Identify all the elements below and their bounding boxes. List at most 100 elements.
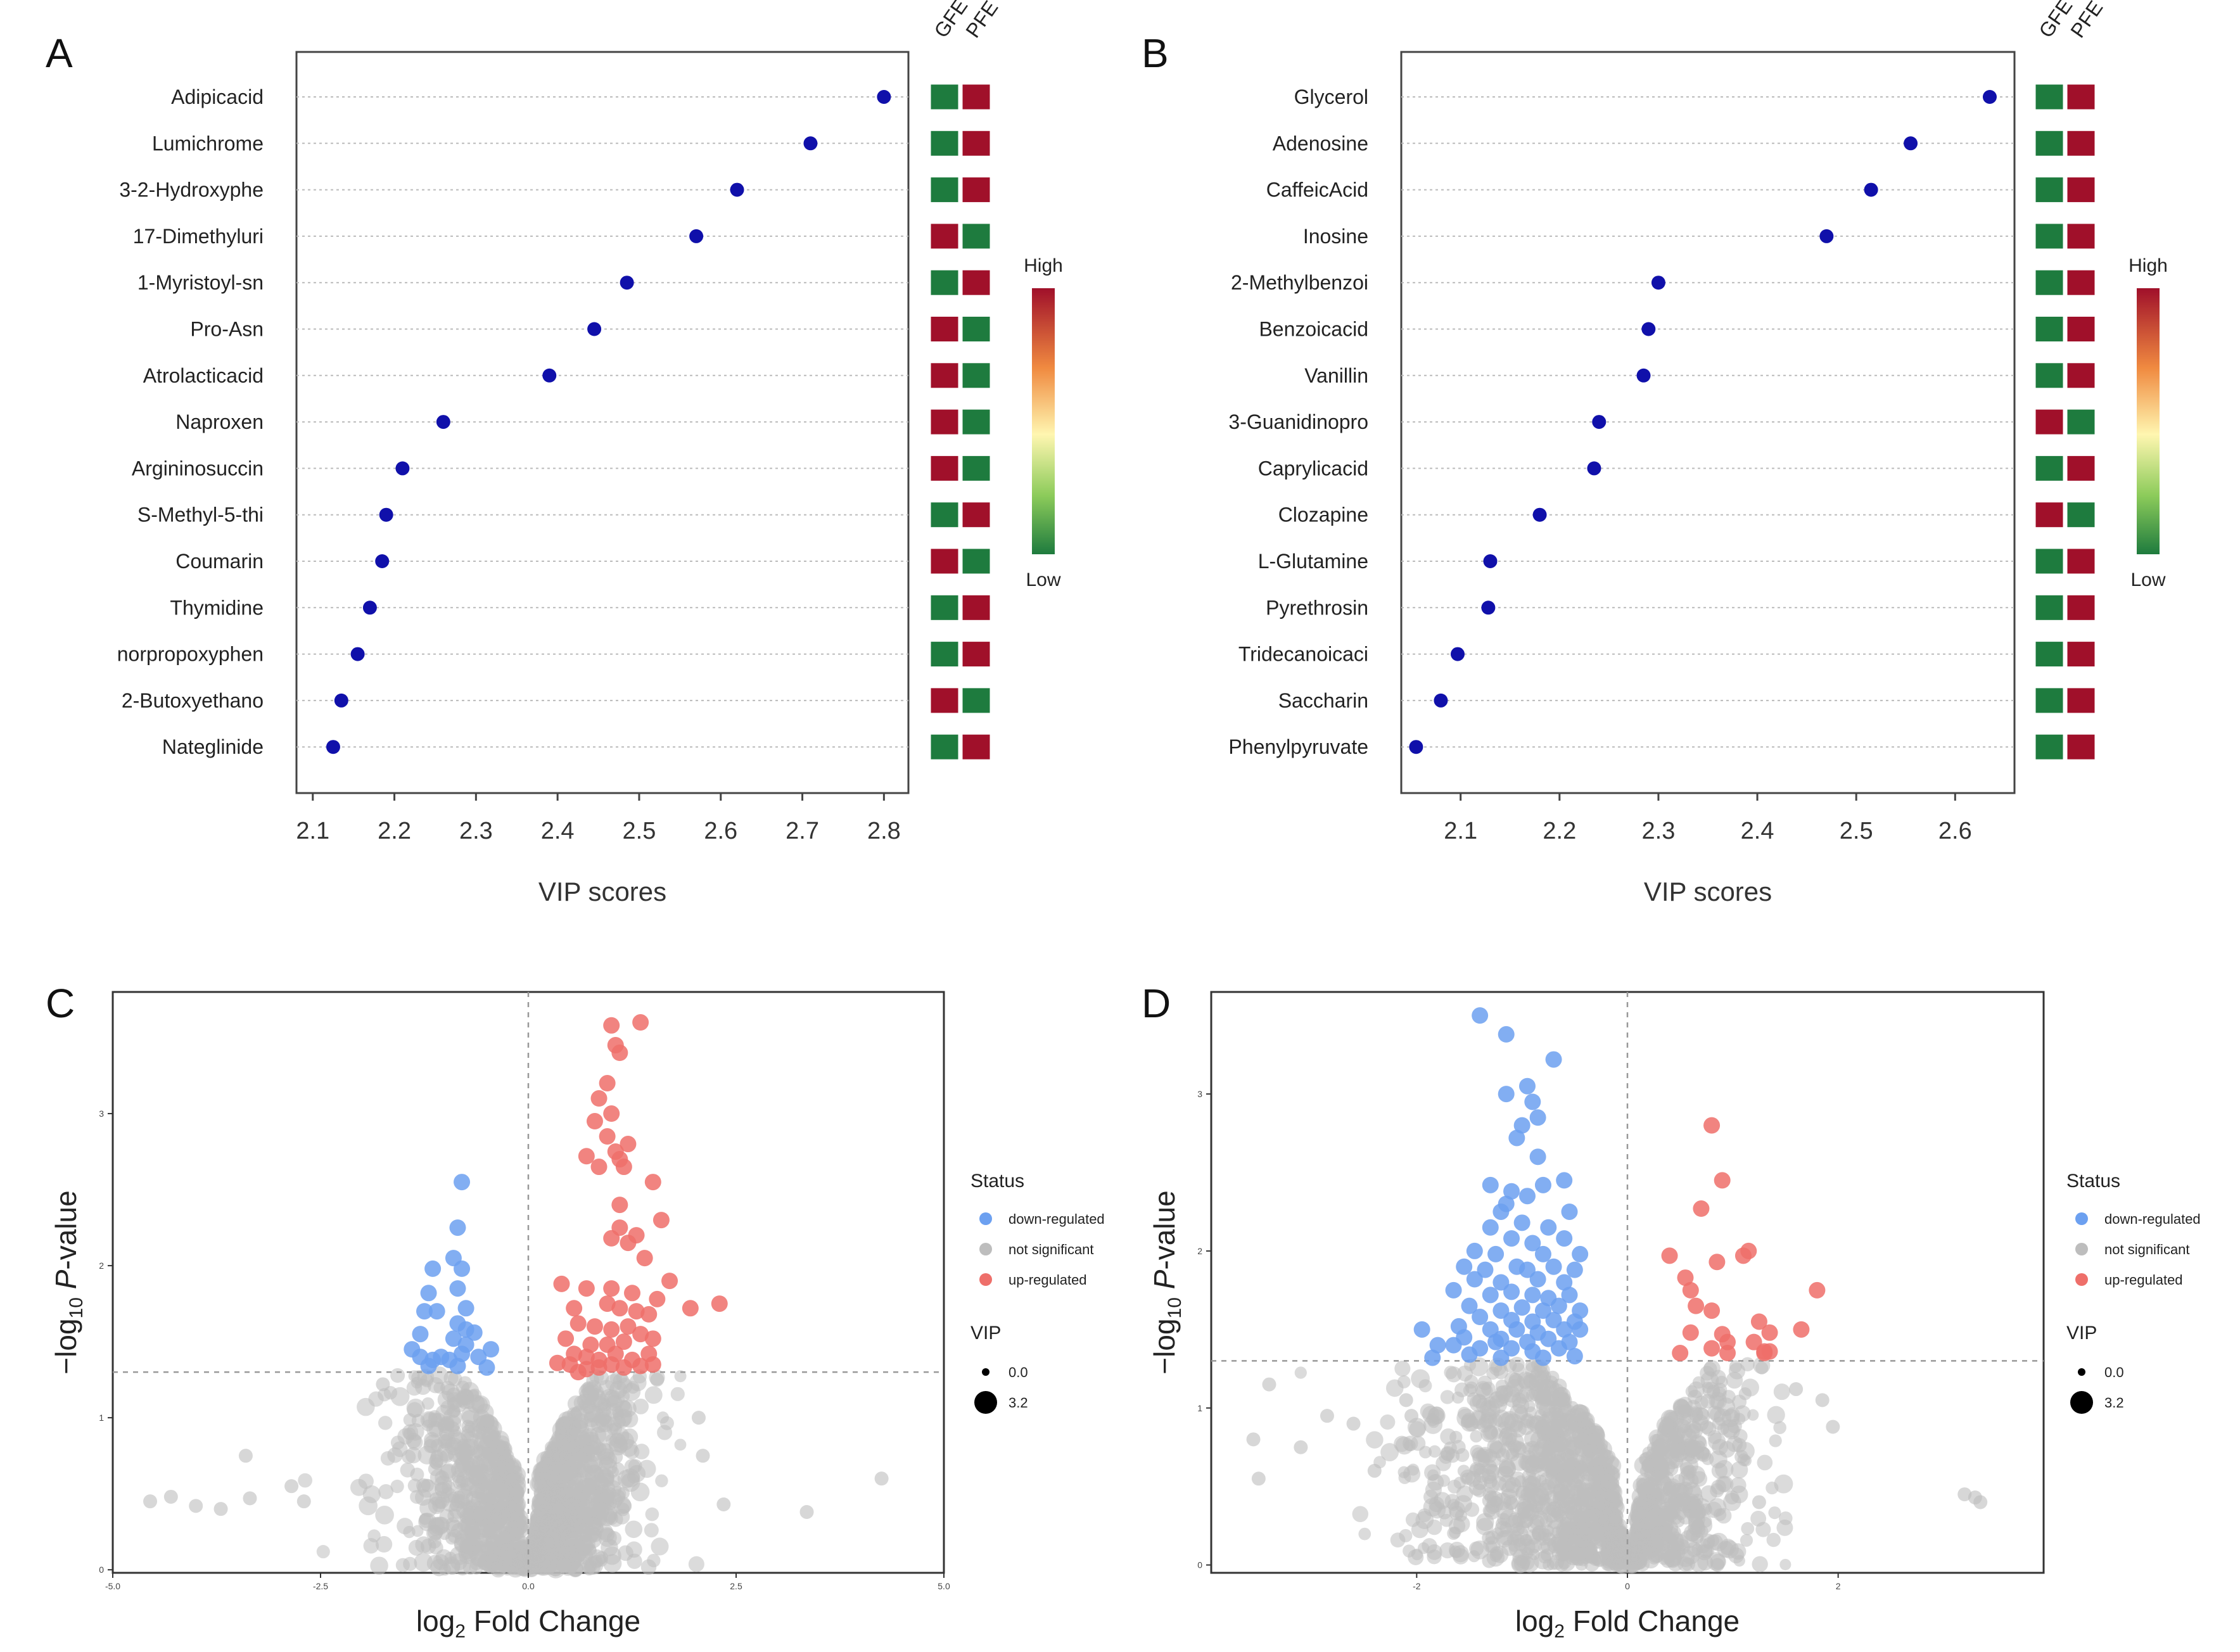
ns-point	[1262, 1377, 1276, 1392]
ns-point	[1397, 1375, 1411, 1388]
ns-point	[583, 1563, 595, 1576]
ns-point	[1593, 1534, 1607, 1546]
down-regulated-point	[1545, 1051, 1562, 1068]
heatmap-cell	[930, 130, 959, 156]
y-axis-title: −log10 P-value	[49, 1190, 87, 1374]
y-tick-label: 2	[1197, 1246, 1202, 1256]
ns-point	[1768, 1506, 1781, 1520]
up-regulated-point	[1761, 1324, 1778, 1341]
metabolite-label: Caprylicacid	[1258, 457, 1368, 480]
ns-point	[1411, 1548, 1423, 1561]
ns-point	[633, 1398, 649, 1414]
vip-point	[1450, 647, 1465, 661]
up-regulated-point	[590, 1090, 608, 1107]
y-axis-title-p: P	[1148, 1269, 1181, 1297]
ns-point	[454, 1494, 470, 1509]
vip-point	[542, 368, 557, 383]
ns-point	[608, 1449, 623, 1465]
heatmap-cell	[962, 734, 991, 760]
ns-point	[1586, 1485, 1600, 1499]
ns-point	[1444, 1441, 1457, 1455]
ns-point	[1440, 1390, 1454, 1404]
up-regulated-point	[590, 1359, 608, 1376]
legend-status-title: Status	[2066, 1171, 2120, 1191]
ns-point	[462, 1454, 480, 1472]
ns-point	[1627, 1541, 1641, 1554]
x-axis-title-rest: Fold Change	[1565, 1604, 1740, 1637]
vip-point	[1434, 693, 1448, 708]
ns-point	[1530, 1431, 1548, 1449]
legend-up-swatch	[2075, 1273, 2088, 1286]
ns-point	[1729, 1360, 1742, 1373]
ns-point	[595, 1424, 613, 1442]
up-regulated-point	[590, 1159, 608, 1176]
ns-point	[627, 1553, 642, 1569]
down-regulated-point	[454, 1174, 471, 1191]
heatmap-cell	[2035, 502, 2064, 528]
ns-point	[625, 1520, 643, 1539]
ns-point	[1530, 1365, 1549, 1384]
down-regulated-point	[1508, 1129, 1525, 1147]
ns-point	[1721, 1540, 1739, 1559]
ns-point	[656, 1411, 669, 1424]
heatmap-cell	[962, 687, 991, 714]
ns-point	[483, 1523, 497, 1537]
down-regulated-point	[1487, 1245, 1505, 1262]
ns-point	[616, 1498, 632, 1514]
ns-point	[410, 1376, 423, 1389]
y-tick-label: 1	[99, 1413, 104, 1423]
down-regulated-point	[1429, 1337, 1446, 1354]
metabolite-label: Tridecanoicaci	[1238, 643, 1368, 666]
up-regulated-point	[644, 1174, 661, 1191]
ns-point	[556, 1446, 571, 1461]
ns-point	[1476, 1518, 1494, 1535]
ns-point	[578, 1429, 594, 1446]
ns-point	[1246, 1432, 1261, 1447]
legend-ns-label: not significant	[1009, 1242, 1094, 1257]
ns-point	[363, 1538, 379, 1554]
up-regulated-point	[624, 1285, 640, 1302]
vip-point	[1592, 415, 1607, 429]
ns-point	[1516, 1554, 1531, 1569]
ns-point	[1593, 1457, 1606, 1470]
ns-point	[1663, 1549, 1682, 1567]
down-regulated-point	[1518, 1188, 1536, 1205]
ns-point	[428, 1413, 443, 1427]
ns-point	[1766, 1532, 1781, 1547]
ns-point	[1623, 1552, 1641, 1570]
ns-point	[454, 1441, 472, 1459]
heatmap-cell	[962, 177, 991, 203]
ns-point	[143, 1494, 158, 1509]
up-regulated-point	[603, 1229, 620, 1247]
heatmap-cell	[2066, 455, 2096, 481]
ns-point	[390, 1435, 405, 1450]
legend-ns-label: not significant	[2104, 1242, 2190, 1257]
ns-point	[650, 1373, 665, 1387]
vip-point	[379, 507, 393, 522]
heatmap-cell	[930, 409, 959, 435]
ns-point	[1586, 1423, 1603, 1441]
ns-point	[1741, 1522, 1755, 1535]
ns-point	[1470, 1430, 1482, 1443]
ns-point	[459, 1539, 473, 1553]
heatmap-cell	[2035, 594, 2064, 621]
ns-point	[1457, 1406, 1472, 1421]
up-regulated-point	[632, 1326, 649, 1343]
legend-up-label: up-regulated	[1009, 1272, 1087, 1288]
down-regulated-point	[1508, 1321, 1525, 1338]
ns-point	[1757, 1454, 1773, 1471]
ns-point	[1643, 1479, 1660, 1497]
ns-point	[380, 1451, 395, 1466]
panel-letter-d: D	[1142, 981, 1171, 1026]
down-regulated-point	[1445, 1337, 1462, 1354]
down-regulated-point	[428, 1303, 445, 1320]
ns-point	[1773, 1421, 1786, 1435]
down-regulated-point	[420, 1285, 437, 1302]
down-regulated-point	[1472, 1007, 1489, 1024]
heatmap-cell	[930, 734, 959, 760]
up-regulated-point	[1682, 1281, 1699, 1299]
vip-point	[436, 415, 450, 429]
ns-point	[1540, 1392, 1555, 1406]
metabolite-label: Phenylpyruvate	[1228, 735, 1368, 758]
ns-point	[622, 1383, 641, 1401]
